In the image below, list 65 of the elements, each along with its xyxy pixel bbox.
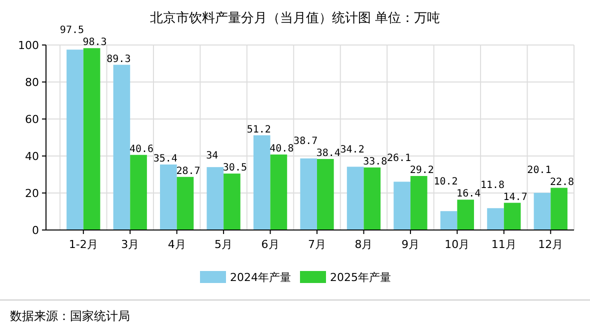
bar xyxy=(176,176,194,230)
data-label: 29.2 xyxy=(410,164,434,176)
bar xyxy=(534,192,551,230)
x-tick-label: 8月 xyxy=(354,238,373,251)
x-tick-label: 1-2月 xyxy=(68,238,98,251)
data-label: 40.6 xyxy=(129,144,154,155)
x-tick-label: 9月 xyxy=(401,238,420,251)
data-label: 40.8 xyxy=(270,144,294,155)
data-label: 89.3 xyxy=(106,54,131,65)
data-label: 34 xyxy=(206,150,218,162)
bar xyxy=(394,182,410,230)
data-label: 14.7 xyxy=(503,192,528,203)
y-tick-label: 100 xyxy=(18,39,39,52)
bar xyxy=(66,50,84,230)
bar xyxy=(487,208,504,230)
data-label: 34.2 xyxy=(340,144,364,156)
x-tick-label: 6月 xyxy=(261,238,280,251)
x-tick-label: 12月 xyxy=(538,238,564,251)
x-tick-label: 5月 xyxy=(214,238,233,251)
bar xyxy=(253,135,270,230)
data-label: 98.3 xyxy=(82,37,107,48)
bar xyxy=(457,200,474,230)
bar xyxy=(410,176,428,230)
y-tick-label: 0 xyxy=(32,224,39,237)
x-tick-label: 10月 xyxy=(444,238,470,251)
bar xyxy=(504,202,521,230)
y-tick-label: 40 xyxy=(25,150,39,163)
data-label: 35.4 xyxy=(153,154,178,165)
chart-title: 北京市饮料产量分月（当月值）统计图 单位：万吨 xyxy=(150,11,440,26)
data-label: 30.5 xyxy=(222,162,248,174)
data-label: 38.7 xyxy=(294,136,318,147)
data-label: 20.1 xyxy=(527,164,552,176)
x-tick-label: 3月 xyxy=(121,238,140,251)
bar xyxy=(300,158,318,230)
bar xyxy=(550,188,568,230)
bar xyxy=(113,64,130,230)
bar xyxy=(440,211,458,230)
data-label: 28.7 xyxy=(176,166,200,177)
bar xyxy=(206,167,224,230)
data-label: 16.4 xyxy=(456,188,481,200)
x-tick-label: 11月 xyxy=(491,238,516,251)
bar xyxy=(83,48,100,230)
source-note: 数据来源：国家统计局 xyxy=(10,309,130,323)
x-tick-label: 7月 xyxy=(308,238,326,251)
x-tick-label: 4月 xyxy=(168,238,186,251)
bar xyxy=(317,158,334,230)
bar xyxy=(130,154,147,230)
data-label: 51.2 xyxy=(246,124,271,136)
data-label: 38.4 xyxy=(316,148,340,159)
bar xyxy=(364,167,381,230)
data-label: 33.8 xyxy=(363,156,388,168)
y-tick-label: 60 xyxy=(25,113,39,126)
data-label: 97.5 xyxy=(60,25,84,36)
y-tick-label: 80 xyxy=(25,76,39,89)
bar xyxy=(224,174,240,230)
legend-label: 2025年产量 xyxy=(330,271,391,284)
bar xyxy=(346,166,364,230)
data-label: 22.8 xyxy=(550,176,574,188)
data-label: 26.1 xyxy=(387,152,412,164)
data-label: 10.2 xyxy=(434,176,458,188)
bar xyxy=(270,154,288,230)
y-tick-label: 20 xyxy=(25,187,39,200)
data-label: 11.8 xyxy=(480,180,505,191)
bar xyxy=(160,164,177,230)
legend-label: 2024年产量 xyxy=(230,271,291,284)
